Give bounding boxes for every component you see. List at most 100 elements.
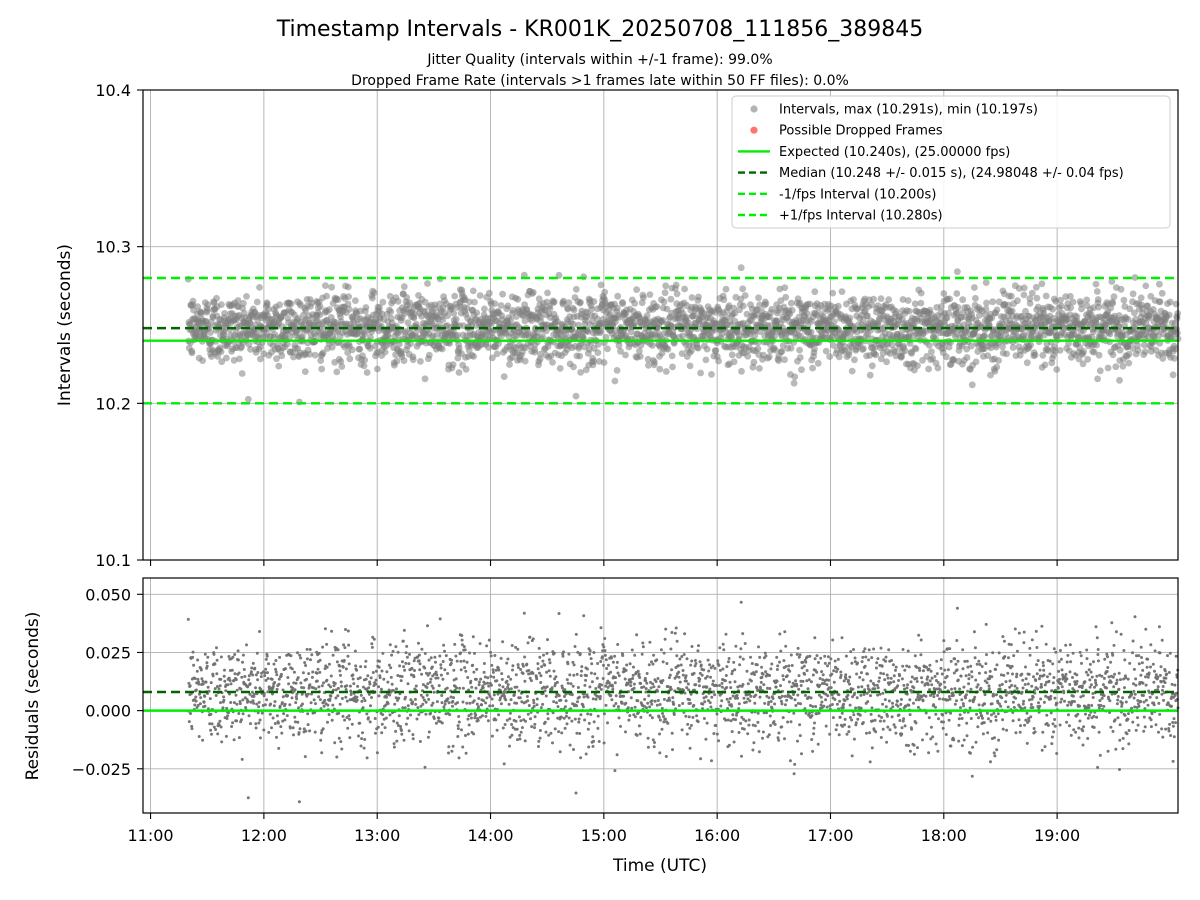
data-point (355, 668, 359, 672)
data-point (301, 368, 309, 375)
data-point (657, 715, 661, 719)
data-point (270, 726, 273, 730)
data-point (705, 721, 709, 725)
data-point (517, 715, 521, 719)
data-point (530, 725, 534, 729)
data-point (739, 302, 747, 310)
data-point (582, 614, 586, 618)
data-point (440, 701, 444, 705)
data-point (917, 289, 925, 297)
data-point (1129, 290, 1137, 298)
data-point (514, 719, 518, 723)
data-point (301, 671, 305, 675)
data-point (765, 353, 773, 361)
data-point (503, 687, 507, 691)
data-point (686, 362, 694, 370)
data-point (489, 650, 493, 654)
data-point (630, 706, 634, 710)
data-point (1109, 300, 1117, 307)
data-point (432, 717, 436, 720)
data-point (333, 682, 337, 685)
data-point (369, 676, 373, 680)
data-point (499, 702, 503, 706)
data-point (209, 728, 213, 732)
data-point (1026, 300, 1034, 307)
data-point (454, 331, 461, 339)
data-point (325, 642, 329, 646)
data-point (267, 662, 270, 666)
data-point (501, 640, 505, 644)
data-point (594, 697, 598, 701)
data-point (338, 669, 342, 673)
data-point (914, 362, 921, 369)
data-point (669, 363, 676, 371)
data-point (471, 635, 475, 639)
data-point (1041, 361, 1049, 369)
data-point (1042, 292, 1050, 300)
data-point (680, 655, 684, 658)
data-point (550, 686, 554, 690)
data-point (722, 285, 730, 293)
data-point (326, 720, 329, 724)
data-point (194, 699, 198, 703)
data-point (441, 660, 445, 663)
data-point (466, 732, 470, 736)
data-point (235, 688, 239, 692)
data-point (706, 658, 710, 662)
data-point (454, 654, 458, 658)
data-point (630, 648, 634, 652)
data-point (477, 705, 480, 709)
data-point (578, 732, 582, 735)
data-point (643, 312, 651, 320)
data-point (454, 677, 458, 681)
data-point (356, 345, 364, 353)
data-point (536, 667, 540, 671)
data-point (568, 743, 572, 747)
data-point (363, 738, 367, 741)
data-point (507, 702, 511, 706)
data-point (675, 639, 679, 643)
data-point (552, 700, 556, 704)
data-point (291, 726, 295, 730)
data-point (406, 716, 410, 720)
data-point (781, 356, 788, 364)
data-point (497, 302, 505, 309)
data-point (203, 307, 211, 315)
data-point (241, 698, 245, 702)
data-point (681, 285, 688, 293)
data-point (265, 654, 269, 658)
data-point (614, 292, 622, 300)
data-point (289, 654, 293, 658)
data-point (406, 682, 410, 686)
data-point (281, 695, 285, 699)
data-point (576, 686, 580, 689)
data-point (231, 721, 235, 725)
data-point (954, 268, 961, 276)
data-point (416, 706, 420, 710)
data-point (489, 674, 493, 678)
data-point (622, 351, 629, 359)
data-point (537, 739, 541, 743)
data-point (514, 673, 518, 677)
data-point (771, 332, 778, 340)
data-point (214, 694, 218, 697)
data-point (679, 332, 687, 340)
data-point (320, 684, 324, 688)
data-point (670, 731, 674, 735)
data-point (982, 305, 990, 313)
data-point (537, 350, 544, 358)
data-point (663, 637, 667, 641)
data-point (276, 301, 283, 309)
data-point (286, 694, 290, 698)
data-point (199, 696, 203, 700)
data-point (269, 702, 273, 706)
data-point (459, 659, 463, 663)
data-point (233, 672, 237, 676)
data-point (235, 719, 239, 723)
data-point (598, 695, 602, 698)
data-point (374, 365, 381, 373)
data-point (197, 682, 201, 686)
data-point (247, 678, 251, 682)
data-point (1116, 346, 1124, 354)
data-point (652, 685, 656, 689)
